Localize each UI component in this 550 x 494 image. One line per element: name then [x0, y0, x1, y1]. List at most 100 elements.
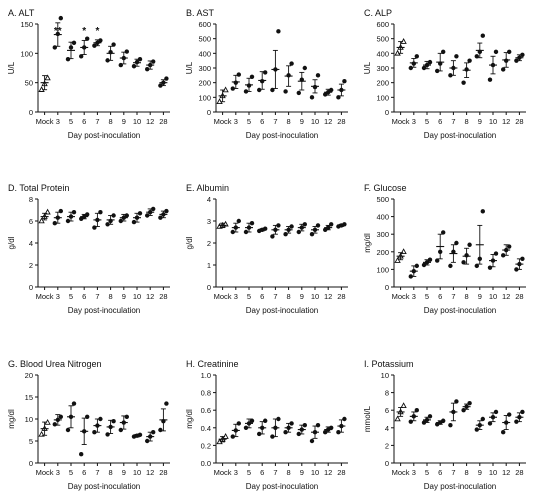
x-tick-label: 3: [234, 468, 238, 477]
y-tick-label: 0.0: [201, 459, 211, 468]
y-tick-label: 200: [376, 248, 389, 257]
x-tick-label: 5: [69, 117, 73, 126]
mock-data-point: [394, 49, 401, 56]
y-tick-label: 300: [376, 64, 389, 73]
data-point: [323, 430, 328, 435]
x-tick-label: 6: [438, 117, 442, 126]
data-point: [257, 87, 262, 93]
data-point: [68, 414, 74, 419]
y-tick-label: 0: [207, 108, 211, 117]
data-point: [435, 68, 440, 74]
data-point: [339, 423, 344, 429]
data-point: [118, 218, 124, 224]
data-point: [461, 80, 466, 85]
data-point: [71, 401, 77, 406]
mock-data-point: [38, 86, 45, 92]
data-point: [137, 211, 143, 216]
data-point: [504, 247, 509, 253]
x-tick-label: 7: [451, 117, 455, 126]
x-tick-label: 12: [146, 292, 154, 301]
x-tick-label: Mock: [392, 117, 410, 126]
data-point: [493, 409, 499, 415]
y-tick-label: 0: [29, 108, 33, 117]
y-tick-label: 400: [198, 49, 211, 58]
x-tick-label: 28: [515, 292, 523, 301]
y-axis-label: mmol/L: [363, 405, 372, 432]
data-point: [514, 419, 519, 424]
y-tick-label: 200: [376, 79, 389, 88]
data-point: [246, 421, 252, 426]
data-point: [487, 265, 493, 270]
y-tick-label: 10: [25, 415, 33, 424]
data-point: [58, 414, 63, 419]
x-axis-label: Day post-inoculation: [246, 306, 318, 315]
mock-data-point: [44, 418, 51, 425]
data-point: [273, 67, 278, 72]
x-tick-label: 5: [247, 468, 251, 477]
mock-data-point: [222, 86, 229, 93]
mock-data-point: [222, 220, 229, 227]
y-tick-label: 0.4: [201, 424, 211, 433]
x-axis-label: Day post-inoculation: [424, 482, 496, 491]
y-tick-label: 500: [376, 35, 389, 44]
x-tick-label: 7: [273, 292, 277, 301]
data-point: [71, 210, 77, 215]
data-point: [424, 62, 430, 68]
x-tick-label: 9: [478, 117, 482, 126]
x-tick-label: Mock: [214, 468, 232, 477]
data-point: [105, 222, 110, 227]
data-point: [408, 419, 413, 424]
y-axis-label: mg/dl: [363, 233, 372, 253]
data-point: [302, 422, 307, 428]
y-tick-label: 150: [20, 20, 33, 29]
panel-title: H. Creatinine: [186, 359, 239, 369]
x-axis-label: Day post-inoculation: [68, 306, 140, 315]
data-point: [68, 214, 74, 219]
data-point: [312, 227, 318, 232]
data-point: [71, 40, 77, 45]
x-tick-label: 5: [247, 117, 251, 126]
data-point: [82, 429, 87, 434]
data-point: [118, 427, 124, 433]
panel-title: E. Albumin: [186, 183, 229, 193]
data-point: [507, 49, 512, 55]
data-point: [283, 232, 288, 237]
data-point: [421, 262, 427, 268]
data-point: [315, 223, 321, 228]
x-tick-label: 9: [122, 292, 126, 301]
data-point: [411, 61, 416, 66]
x-tick-label: 28: [337, 292, 345, 301]
mock-data-point: [38, 430, 45, 437]
data-point: [85, 212, 90, 217]
data-point: [342, 222, 347, 227]
chart-panel: F. Glucose mg/dl 0 100 200 300 400 500 Mock 3 5 6 7 8…: [363, 183, 526, 315]
data-point: [480, 416, 485, 422]
data-point: [65, 57, 71, 62]
panel-title: I. Potassium: [364, 359, 414, 369]
data-point: [145, 66, 150, 72]
y-axis-label: U/L: [363, 61, 372, 74]
data-point: [474, 263, 479, 269]
data-point: [289, 224, 294, 229]
x-tick-label: Mock: [392, 292, 410, 301]
data-point: [98, 210, 103, 215]
data-point: [467, 58, 472, 63]
data-point: [339, 87, 344, 93]
x-tick-label: 6: [438, 468, 442, 477]
data-point: [299, 77, 304, 82]
data-point: [329, 222, 334, 227]
data-point: [243, 229, 249, 235]
x-tick-label: 12: [324, 468, 332, 477]
data-point: [161, 212, 166, 217]
x-tick-label: 7: [273, 117, 277, 126]
y-tick-label: 5: [29, 437, 33, 446]
data-point: [474, 54, 479, 59]
data-point: [52, 221, 57, 226]
y-tick-label: 6: [385, 406, 389, 415]
x-tick-label: 5: [69, 468, 73, 477]
data-point: [263, 418, 268, 423]
data-point: [52, 45, 57, 50]
y-tick-label: 100: [198, 93, 211, 102]
data-point: [95, 217, 100, 223]
data-point: [108, 218, 113, 224]
